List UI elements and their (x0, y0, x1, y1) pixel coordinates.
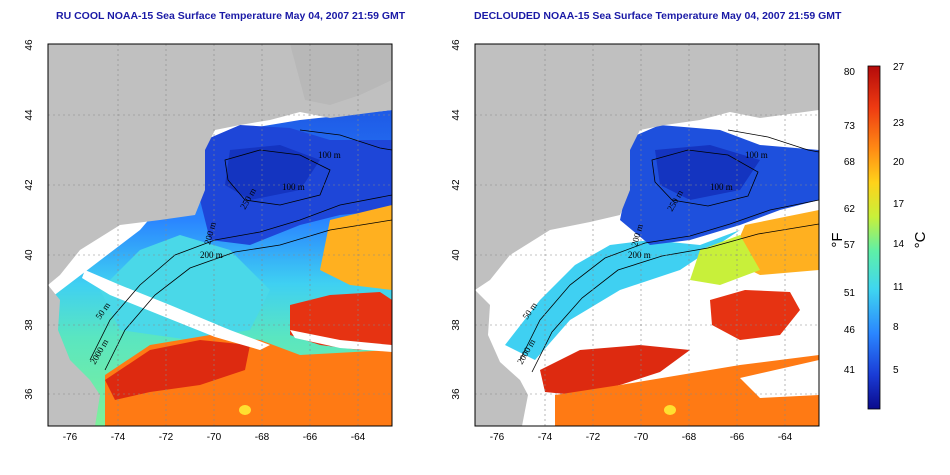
left-map-title: RU COOL NOAA-15 Sea Surface Temperature … (56, 10, 406, 22)
celsius-tick-label: 5 (893, 365, 899, 376)
lat-tick-label: 42 (451, 179, 462, 191)
left-land-south (48, 285, 100, 426)
celsius-tick-label: 17 (893, 199, 905, 210)
lon-tick-label: -74 (111, 432, 126, 443)
celsius-tick-label: 27 (893, 62, 905, 73)
left-lon-axis: -76 -74 -72 -70 -68 -66 -64 (63, 432, 366, 443)
lon-tick-label: -66 (730, 432, 745, 443)
left-contour-label: 100 m (282, 182, 305, 192)
colorbar: 80 73 68 62 57 51 46 41 27 23 20 17 14 1… (829, 62, 929, 410)
lon-tick-label: -70 (634, 432, 649, 443)
fahrenheit-tick-label: 41 (844, 365, 856, 376)
right-graticule (475, 44, 819, 426)
right-shelf-water (505, 230, 740, 360)
left-warm-spot (239, 405, 251, 415)
lon-tick-label: -68 (255, 432, 270, 443)
right-contour-label: 100 m (710, 182, 733, 192)
right-contour-label: 100 m (745, 150, 768, 160)
lat-tick-label: 36 (451, 388, 462, 400)
lon-tick-label: -68 (682, 432, 697, 443)
right-lat-axis: 46 44 42 40 38 36 (451, 39, 462, 400)
fahrenheit-tick-label: 80 (844, 67, 856, 78)
colorbar-gradient (867, 65, 881, 410)
right-land-north (475, 44, 819, 290)
lat-tick-label: 40 (451, 249, 462, 261)
lat-tick-label: 46 (24, 39, 35, 51)
lon-tick-label: -66 (303, 432, 318, 443)
right-contour-100m (651, 149, 759, 207)
lon-tick-label: -64 (778, 432, 793, 443)
lat-tick-label: 46 (451, 39, 462, 51)
celsius-tick-label: 14 (893, 239, 905, 250)
left-land-nova-scotia (290, 44, 392, 105)
lon-tick-label: -76 (490, 432, 505, 443)
left-graticule (48, 44, 392, 426)
right-warm-spot (664, 405, 676, 415)
lat-tick-label: 38 (24, 319, 35, 331)
right-gulf-stream (555, 355, 819, 426)
left-contour-label: 100 m (318, 150, 341, 160)
right-contour-200m (519, 199, 819, 361)
left-shelf-water (100, 235, 270, 340)
celsius-tick-label: 20 (893, 157, 905, 168)
celsius-tick-label: 8 (893, 322, 899, 333)
right-gulf-stream-core (540, 345, 690, 395)
fahrenheit-tick-label: 68 (844, 157, 856, 168)
left-contour-label: 200 m (200, 250, 223, 260)
right-contour-2000m (531, 223, 819, 373)
lat-tick-label: 44 (451, 109, 462, 121)
lon-tick-label: -70 (207, 432, 222, 443)
right-coldest-water (655, 145, 760, 200)
lat-tick-label: 44 (24, 109, 35, 121)
right-land-south (475, 290, 528, 426)
left-land-north (48, 44, 392, 285)
lat-tick-label: 36 (24, 388, 35, 400)
lat-tick-label: 40 (24, 249, 35, 261)
left-lat-axis: 46 44 42 40 38 36 (24, 39, 35, 400)
celsius-tick-label: 11 (893, 282, 904, 293)
left-map-frame (47, 43, 393, 427)
left-map: 100 m 100 m 250 m 200 m 200 m 50 m 2000 … (48, 44, 392, 426)
fahrenheit-tick-label: 57 (844, 240, 856, 251)
right-green-water (690, 235, 760, 285)
lon-tick-label: -74 (538, 432, 553, 443)
left-contour-2000m (104, 219, 392, 371)
fahrenheit-tick-label: 73 (844, 121, 856, 132)
left-warm-slope-water (320, 205, 392, 290)
right-map: 100 m 100 m 250 m 200 m 200 m 50 m 2000 … (475, 44, 819, 426)
lat-tick-label: 42 (24, 179, 35, 191)
left-coldest-water (225, 145, 320, 200)
right-map-frame (474, 43, 820, 427)
lon-tick-label: -64 (351, 432, 366, 443)
lon-tick-label: -72 (159, 432, 174, 443)
right-lon-axis: -76 -74 -72 -70 -68 -66 -64 (490, 432, 793, 443)
right-map-title: DECLOUDED NOAA-15 Sea Surface Temperatur… (474, 10, 842, 22)
lon-tick-label: -76 (63, 432, 78, 443)
right-cloud-gap (740, 360, 819, 398)
fahrenheit-tick-label: 62 (844, 204, 856, 215)
lon-tick-label: -72 (586, 432, 601, 443)
lat-tick-label: 38 (451, 319, 462, 331)
left-cloud-streak (82, 270, 270, 350)
fahrenheit-unit-label: °F (829, 232, 846, 247)
celsius-unit-label: °C (912, 231, 929, 248)
right-warm-eddy (710, 290, 800, 340)
fahrenheit-tick-label: 51 (844, 288, 856, 299)
fahrenheit-tick-label: 46 (844, 325, 856, 336)
right-contour-100m-b (727, 129, 819, 153)
left-contour-200m (89, 194, 392, 361)
right-contour-label: 200 m (628, 250, 651, 260)
left-contour-100m (224, 149, 331, 206)
left-cloud-streak-2 (290, 330, 392, 352)
left-contour-100m-b (299, 129, 392, 151)
celsius-tick-label: 23 (893, 118, 905, 129)
